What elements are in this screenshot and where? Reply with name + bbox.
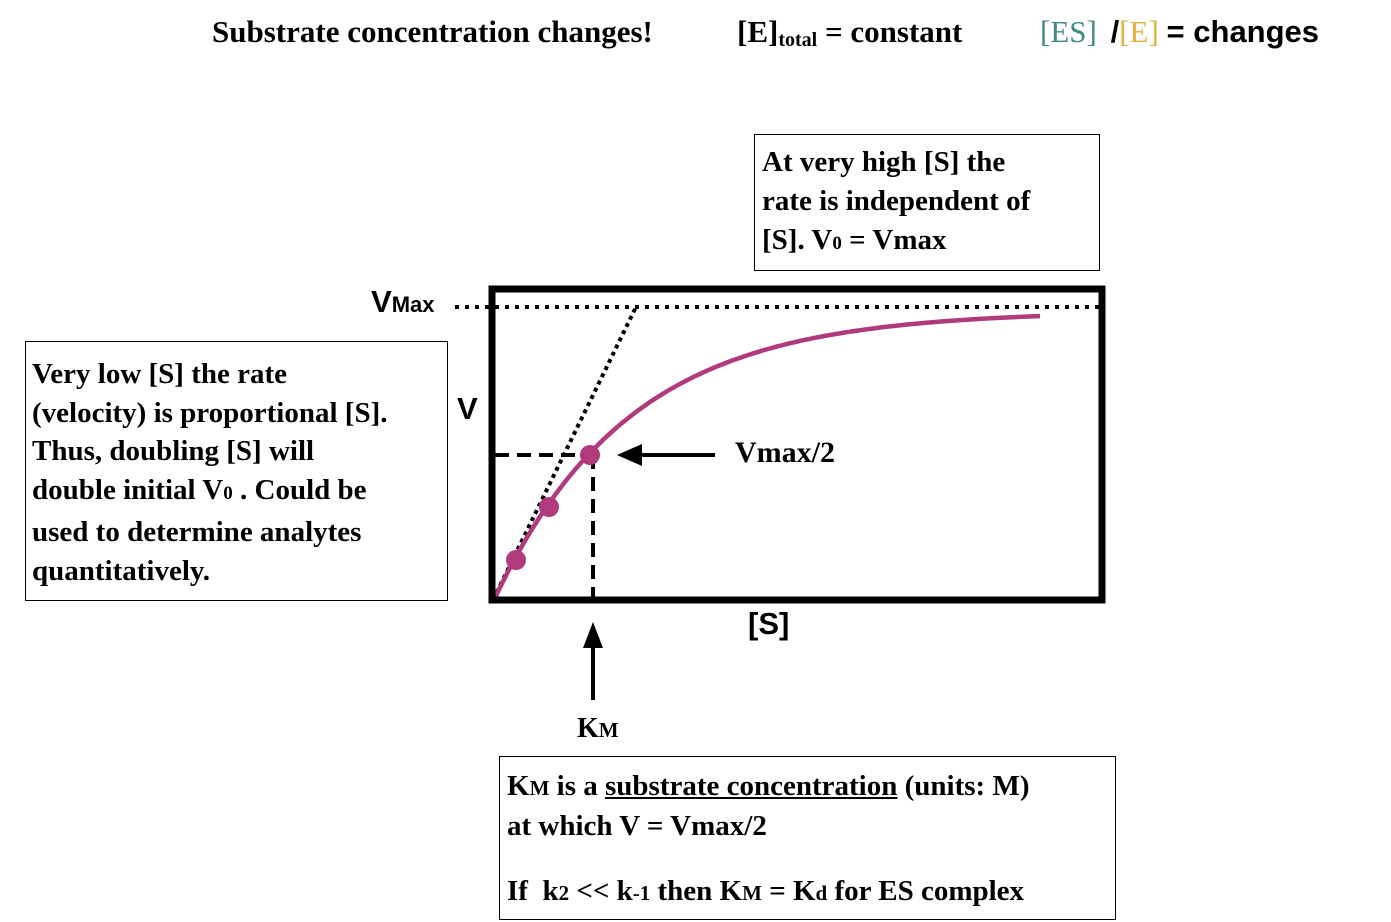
km-def-eq-kd: = K [761,875,816,907]
km-arrow-head [583,622,603,648]
high-s-line3b: = Vmax [841,224,947,256]
curve-point-low [506,550,526,570]
x-axis-label: [S] [748,606,790,641]
high-s-v0-sub: 0 [832,233,842,254]
header-ratio: [ES] /[E] = changes [1040,14,1319,50]
km-def-d-sub: d [815,881,828,905]
vmax-sub: Max [391,292,435,317]
e2-label: [E] [1119,14,1159,49]
e-label: [E] [737,14,779,49]
km-k: K [577,713,599,744]
half-vmax-arrow-head [617,444,642,466]
km-def-if: If k [507,875,559,907]
km-definition-callout: KM is a substrate concentration (units: … [499,756,1116,920]
km-def-then: then K [650,875,743,907]
low-s-line1: Very low [S] the rate [32,358,288,390]
low-s-line4b: . Could be [232,473,367,506]
high-s-line1: At very high [S] the [762,146,1006,178]
y-axis-label: V [457,391,478,426]
km-def-for-es: for ES complex [827,875,1025,907]
header-left-text: Substrate concentration changes! [212,14,653,49]
low-s-line6: quantitatively. [32,554,211,587]
high-s-line3a: [S]. V [762,224,833,256]
e-total-sub: total [778,29,818,51]
km-def-k2-sub: 2 [558,881,570,905]
high-s-line2: rate is independent of [762,185,1031,217]
high-s-callout: At very high [S] the rate is independent… [754,134,1100,271]
km-def-units: (units: M) [897,770,1030,802]
graph-frame [488,285,1106,604]
km-axis-label: KM [577,713,619,745]
km-m: M [598,718,619,742]
low-s-line3: Thus, doubling [S] will [32,435,315,467]
changes-text: = changes [1166,14,1320,49]
low-s-line5: used to determine analytes [32,516,362,548]
slash-label: / [1110,14,1120,49]
km-def-is-a: is a [549,770,605,802]
km-def-line1: KM is a substrate concentration (units: … [507,767,1115,807]
header-enzyme-total: [E]total = constant [737,14,962,52]
km-def-ll: << k [569,875,633,907]
e-constant-text: = constant [824,14,963,49]
es-label: [ES] [1040,14,1097,49]
curve-point-mid [539,497,559,517]
km-def-underlined: substrate concentration [604,770,898,802]
km-def-line3: If k2 << k-1 then KM = Kd for ES complex [507,872,1115,912]
high-s-line3: [S]. V0 = Vmax [762,221,1099,263]
km-def-then-m: M [742,881,762,905]
km-def-km1-sub: -1 [632,881,651,905]
km-def-m: M [529,776,550,800]
vmax-v: V [371,284,392,319]
low-s-line4a: double initial V [32,473,224,506]
low-s-line4: double initial V0 . Could be [32,471,447,514]
low-s-v0-sub: 0 [223,482,233,504]
curve-point-half-vmax [580,445,600,465]
low-s-line2: (velocity) is proportional [S]. [32,396,388,429]
half-vmax-label: Vmax/2 [735,436,835,469]
vmax-axis-label: VMax [371,284,434,320]
km-def-line2: at which V = Vmax/2 [507,810,767,842]
low-s-callout: Very low [S] the rate (velocity) is prop… [25,341,448,601]
km-def-k: K [507,770,530,802]
